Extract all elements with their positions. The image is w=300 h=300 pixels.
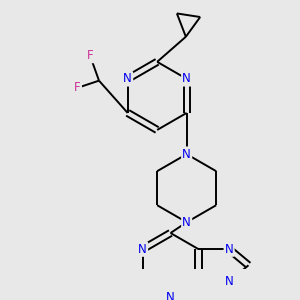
Text: F: F: [87, 49, 93, 62]
Text: N: N: [225, 275, 233, 288]
Text: F: F: [74, 81, 81, 94]
Text: N: N: [182, 72, 191, 86]
Text: N: N: [123, 72, 132, 86]
Text: N: N: [138, 243, 147, 256]
Text: N: N: [182, 216, 191, 229]
Text: N: N: [166, 291, 175, 300]
Text: N: N: [182, 148, 191, 160]
Text: N: N: [225, 243, 233, 256]
